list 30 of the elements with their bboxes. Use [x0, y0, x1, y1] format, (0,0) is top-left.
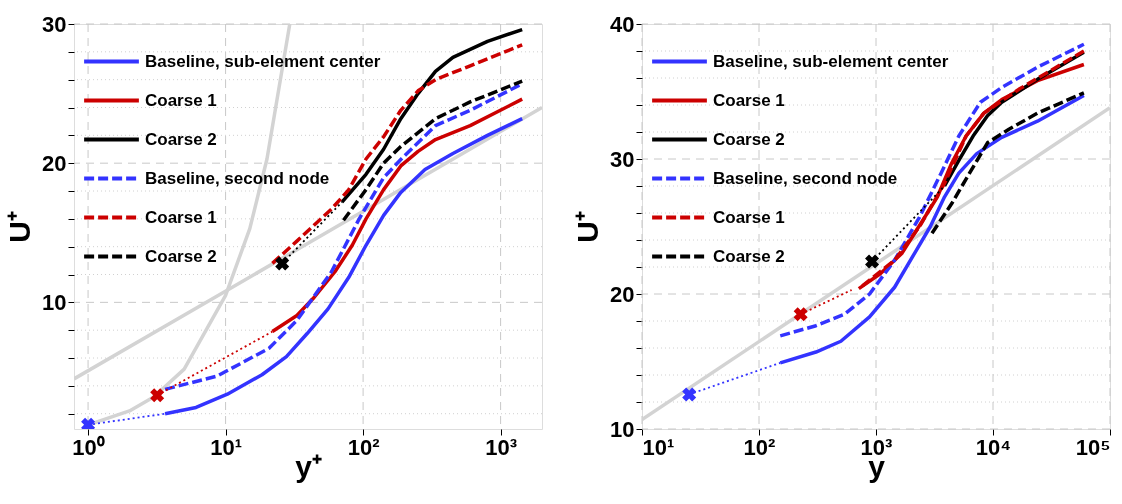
- legend-label: Baseline, sub-element center: [713, 51, 949, 71]
- legend-label: Coarse 1: [145, 207, 217, 227]
- legend-label: Baseline, sub-element center: [145, 51, 381, 71]
- x-tick-label: 10²: [347, 434, 380, 460]
- x-tick-label: 10¹: [210, 434, 242, 460]
- y-tick-label: 10: [610, 416, 635, 442]
- legend-label: Coarse 2: [713, 246, 785, 266]
- legend-label: Coarse 2: [145, 246, 217, 266]
- x-tick-label: 10⁵: [1075, 434, 1111, 460]
- y-axis-title: U⁺: [571, 211, 605, 243]
- y-tick-label: 30: [610, 146, 635, 172]
- x-tick-label: 10⁰: [72, 434, 105, 460]
- x-tick-label: 10¹: [642, 434, 675, 460]
- x-axis-title: y⁺: [295, 449, 322, 483]
- legend-label: Baseline, second node: [145, 168, 330, 188]
- y-tick-label: 10: [42, 289, 67, 315]
- legend-label: Coarse 2: [145, 129, 217, 149]
- legend-label: Coarse 1: [713, 90, 785, 110]
- legend-label: Coarse 1: [145, 90, 217, 110]
- legend-label: Coarse 1: [713, 207, 785, 227]
- legend-label: Coarse 2: [713, 129, 785, 149]
- y-tick-label: 40: [610, 11, 635, 37]
- x-tick-label: 10³: [485, 434, 517, 460]
- x-tick-label: 10⁴: [975, 434, 1012, 460]
- x-tick-label: 10²: [743, 434, 776, 460]
- y-tick-label: 20: [610, 281, 635, 307]
- legend-label: Baseline, second node: [713, 168, 898, 188]
- y-tick-label: 20: [42, 150, 67, 176]
- y-axis-title: U⁺: [3, 211, 37, 243]
- y-tick-label: 30: [42, 11, 67, 37]
